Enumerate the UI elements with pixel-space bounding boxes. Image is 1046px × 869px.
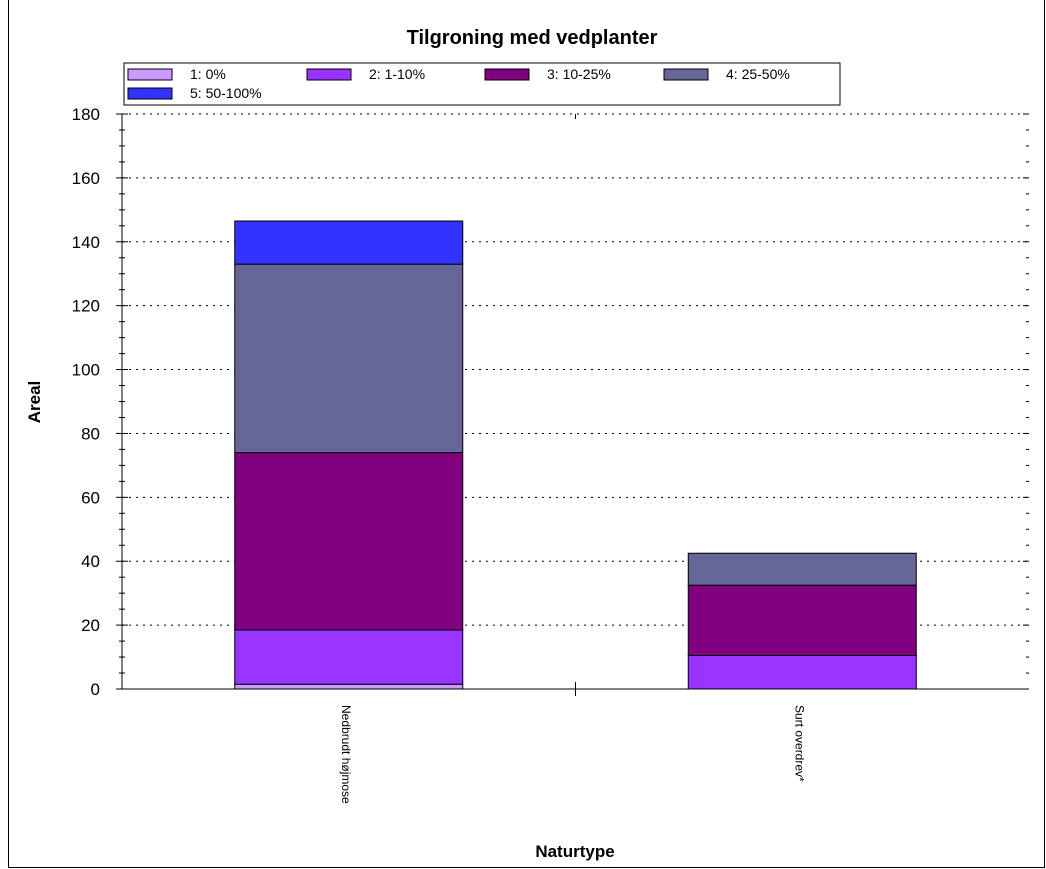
legend-label: 5: 50-100% — [190, 85, 262, 101]
bar-segment — [234, 263, 464, 454]
bar-segment — [687, 654, 917, 690]
y-axis-label: Areal — [25, 381, 44, 424]
y-tick-label: 0 — [91, 680, 100, 699]
legend-swatch — [127, 87, 173, 100]
y-tick-label: 140 — [72, 233, 100, 252]
legend-swatch — [663, 68, 709, 81]
bar-segment — [234, 683, 464, 690]
legend-label: 2: 1-10% — [369, 66, 425, 82]
x-axis-label: Naturtype — [535, 842, 614, 861]
legend-box — [123, 62, 841, 106]
y-tick-label: 100 — [72, 361, 100, 380]
axes: 0 20 40 60 80 100 120 140 160 180 Nedbrudt højmose… — [72, 105, 1029, 804]
x-tick-label: Nedbrudt højmose — [339, 705, 353, 804]
x-tick-label: Surt overdrev* — [792, 705, 806, 782]
chart-frame — [8, 0, 1045, 868]
y-tick-label: 120 — [72, 297, 100, 316]
legend-label: 3: 10-25% — [547, 66, 611, 82]
legend-label: 1: 0% — [190, 66, 226, 82]
bar-segment — [234, 220, 464, 265]
bar-segment — [234, 629, 464, 685]
bars — [234, 220, 917, 690]
legend-label: 4: 25-50% — [726, 66, 790, 82]
bar-segment — [687, 552, 917, 586]
y-tick-label: 80 — [81, 424, 100, 443]
legend-swatch — [306, 68, 352, 81]
legend-swatch — [484, 68, 530, 81]
y-tick-label: 180 — [72, 105, 100, 124]
bar-segment — [234, 452, 464, 631]
legend-swatch — [127, 68, 173, 81]
y-tick-label: 40 — [81, 552, 100, 571]
chart-title: Tilgroning med vedplanter — [407, 27, 658, 49]
bar-segment — [687, 584, 917, 656]
legend: 1: 0% 2: 1-10% 3: 10-25% 4: 25-50% 5: 50-100… — [123, 62, 841, 106]
y-tick-label: 20 — [81, 616, 100, 635]
y-tick-label: 60 — [81, 488, 100, 507]
y-tick-label: 160 — [72, 169, 100, 188]
